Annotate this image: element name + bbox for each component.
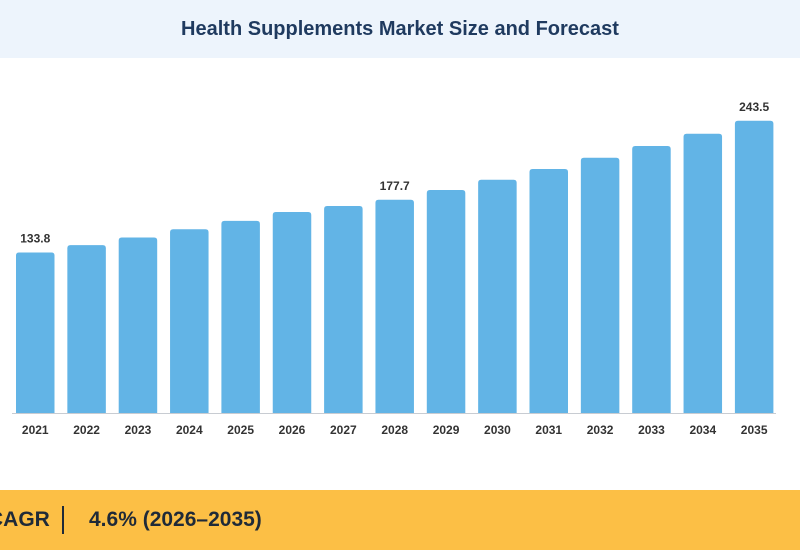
- x-tick-label: 2028: [381, 423, 408, 437]
- x-tick-label: 2022: [73, 423, 100, 437]
- cagr-value: 4.6% (2026–2035): [89, 508, 262, 531]
- x-tick-label: 2031: [535, 423, 562, 437]
- bar-chart: 2021 133.8 2022 2023 2024 2025 2026 2027 2028 177…: [12, 100, 776, 437]
- x-tick-label: 2030: [484, 423, 511, 437]
- bar-2025: [221, 220, 260, 413]
- cagr-banner: CAGR 4.6% (2026–2035): [0, 490, 800, 550]
- x-tick-label: 2027: [330, 423, 357, 437]
- bar-2021: [16, 252, 55, 413]
- bar-2032: [580, 157, 620, 413]
- bar-2035: [734, 120, 774, 414]
- data-label: 133.8: [20, 231, 50, 245]
- x-tick-label: 2032: [587, 423, 614, 437]
- cagr-label: CAGR: [0, 508, 50, 531]
- data-label: 177.7: [380, 179, 410, 193]
- x-tick-label: 2024: [176, 423, 203, 437]
- bar-2029: [426, 190, 466, 413]
- bar-2026: [272, 212, 312, 413]
- x-tick-label: 2033: [638, 423, 665, 437]
- bar-2027: [324, 206, 363, 413]
- x-tick-label: 2023: [125, 423, 152, 437]
- data-label: 243.5: [739, 100, 769, 114]
- x-tick-label: 2029: [433, 423, 460, 437]
- bar-2023: [118, 237, 158, 413]
- x-tick-label: 2034: [689, 423, 716, 437]
- bar-2024: [170, 229, 209, 413]
- x-tick-label: 2026: [279, 423, 306, 437]
- x-tick-label: 2035: [741, 423, 768, 437]
- x-tick-label: 2021: [22, 423, 49, 437]
- bar-2034: [683, 133, 723, 413]
- bar-2033: [632, 146, 671, 413]
- bar-2022: [67, 245, 106, 413]
- x-tick-label: 2025: [227, 423, 254, 437]
- chart-title: Health Supplements Market Size and Forec…: [181, 17, 619, 40]
- bar-2028: [375, 199, 414, 413]
- bar-2030: [478, 179, 517, 413]
- cagr-divider: [62, 506, 64, 534]
- bar-2031: [529, 169, 568, 413]
- chart-header: Health Supplements Market Size and Forec…: [0, 0, 800, 58]
